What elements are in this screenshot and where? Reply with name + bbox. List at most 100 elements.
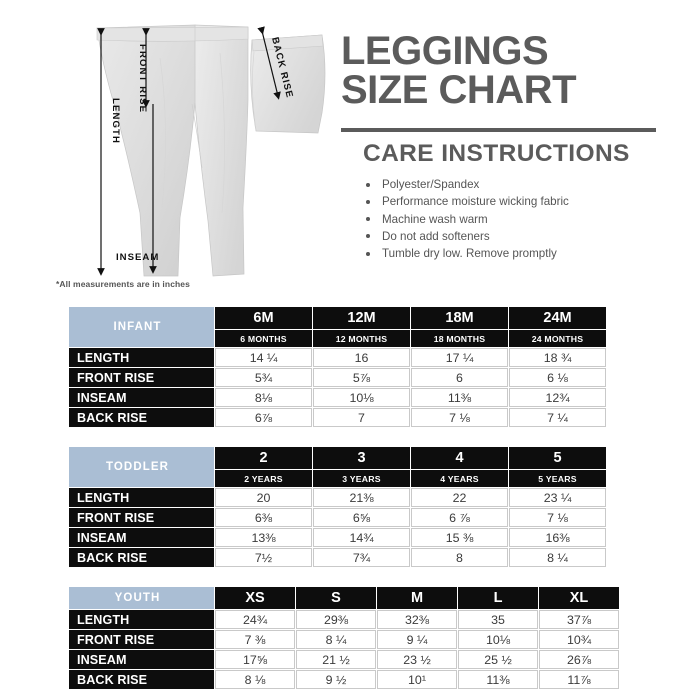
table-row: LENGTH 24¾ 29⅜ 32⅜ 35 37⅞ [69, 610, 619, 629]
measurement-cell: 9 ¼ [377, 630, 457, 649]
size-tables: INFANT 6M 12M 18M 24M 6 MONTHS 12 MONTHS 18 MON… [68, 306, 620, 690]
measurement-cell: 29⅜ [296, 610, 376, 629]
measurement-cell: 6 ⅛ [509, 368, 606, 387]
measurement-cell: 21⅜ [313, 488, 410, 507]
bullet-icon [366, 182, 370, 187]
measurement-cell: 14 ¼ [215, 348, 312, 367]
table-row: INSEAM 13⅜ 14¾ 15 ⅜ 16⅜ [69, 528, 606, 547]
inseam-label: INSEAM [116, 252, 159, 263]
size-subheader-cell: 6 MONTHS [215, 330, 312, 347]
measurement-cell: 6⅝ [313, 508, 410, 527]
measurement-cell: 10¾ [539, 630, 619, 649]
measurement-cell: 7¾ [313, 548, 410, 567]
size-header-cell: XL [539, 587, 619, 609]
care-instruction-item: Machine wash warm [364, 211, 664, 228]
row-label: BACK RISE [69, 548, 214, 567]
measurement-cell: 8⅛ [215, 388, 312, 407]
care-instruction-item: Performance moisture wicking fabric [364, 193, 664, 210]
measurement-cell: 18 ¾ [509, 348, 606, 367]
table-header-row: INFANT 6M 12M 18M 24M [69, 307, 606, 347]
care-instructions-title: CARE INSTRUCTIONS [363, 140, 630, 167]
table-row: LENGTH 14 ¼ 16 17 ¼ 18 ¾ [69, 348, 606, 367]
length-label: LENGTH [110, 98, 121, 144]
size-subheader-cell: 18 MONTHS [411, 330, 508, 347]
leggings-front-illustration [96, 24, 249, 277]
row-label: LENGTH [69, 348, 214, 367]
row-label: FRONT RISE [69, 630, 214, 649]
care-instruction-item: Do not add softeners [364, 228, 664, 245]
group-header-infant: INFANT [69, 307, 214, 347]
measurement-cell: 25 ½ [458, 650, 538, 669]
measurement-cell: 32⅜ [377, 610, 457, 629]
table-row: BACK RISE 7½ 7¾ 8 8 ¼ [69, 548, 606, 567]
table-spacer [68, 568, 620, 586]
size-header-cell: M [377, 587, 457, 609]
measurement-cell: 35 [458, 610, 538, 629]
measurement-cell: 7 [313, 408, 410, 427]
measurement-cell: 7 ⅜ [215, 630, 295, 649]
table-subheader-row: 2 YEARS 3 YEARS 4 YEARS 5 YEARS [69, 470, 606, 487]
leggings-diagram: LENGTH FRONT RISE INSEAM BACK RISE [40, 8, 350, 298]
care-instruction-text: Machine wash warm [382, 212, 488, 226]
size-header-cell: 18M [411, 307, 508, 329]
table-row: INSEAM 17⅝ 21 ½ 23 ½ 25 ½ 26⅞ [69, 650, 619, 669]
row-label: BACK RISE [69, 408, 214, 427]
table-row: INSEAM 8⅛ 10⅛ 11⅜ 12¾ [69, 388, 606, 407]
measurement-cell: 12¾ [509, 388, 606, 407]
front-rise-dimension: FRONT RISE [137, 28, 150, 113]
bullet-icon [366, 234, 370, 239]
row-label: LENGTH [69, 488, 214, 507]
measurement-cell: 16 [313, 348, 410, 367]
table-spacer [68, 428, 620, 446]
size-table-toddler: TODDLER 2 3 4 5 2 YEARS 3 YEARS 4 YEARS 5 YEARS L… [68, 446, 607, 568]
size-header-cell: S [296, 587, 376, 609]
size-header-cell: L [458, 587, 538, 609]
measurement-cell: 23 ½ [377, 650, 457, 669]
title-line-2: SIZE CHART [341, 68, 577, 113]
size-subheader-cell: 3 YEARS [313, 470, 410, 487]
size-subheader-cell: 24 MONTHS [509, 330, 606, 347]
measurement-cell: 6 [411, 368, 508, 387]
measurement-cell: 10⅛ [313, 388, 410, 407]
measurement-cell: 10¹ [377, 670, 457, 689]
size-header-cell: 6M [215, 307, 312, 329]
measurement-cell: 8 ¼ [509, 548, 606, 567]
measurement-cell: 5¾ [215, 368, 312, 387]
row-label: INSEAM [69, 650, 214, 669]
leggings-diagram-svg: LENGTH FRONT RISE INSEAM BACK RISE [96, 24, 326, 277]
size-subheader-cell: 4 YEARS [411, 470, 508, 487]
size-header-cell: 4 [411, 447, 508, 469]
top-section: LENGTH FRONT RISE INSEAM BACK RISE *All … [0, 0, 700, 298]
title-divider [341, 128, 656, 132]
measurement-cell: 6⅞ [215, 408, 312, 427]
inseam-dimension: INSEAM [116, 104, 159, 274]
size-header-cell: XS [215, 587, 295, 609]
care-instruction-text: Do not add softeners [382, 229, 490, 243]
size-header-cell: 12M [313, 307, 410, 329]
bullet-icon [366, 217, 370, 222]
row-label: FRONT RISE [69, 508, 214, 527]
measurement-cell: 15 ⅜ [411, 528, 508, 547]
size-header-cell: 5 [509, 447, 606, 469]
measurement-cell: 10⅛ [458, 630, 538, 649]
measurement-cell: 11⅜ [411, 388, 508, 407]
size-header-cell: 2 [215, 447, 312, 469]
care-instruction-text: Performance moisture wicking fabric [382, 195, 569, 209]
bullet-icon [366, 251, 370, 256]
care-instruction-text: Tumble dry low. Remove promptly [382, 247, 557, 261]
care-instruction-item: Polyester/Spandex [364, 176, 664, 193]
measurements-footnote: *All measurements are in inches [56, 279, 190, 289]
measurement-cell: 8 ⅛ [215, 670, 295, 689]
care-instruction-item: Tumble dry low. Remove promptly [364, 245, 664, 262]
title-line-1: LEGGINGS [341, 29, 549, 73]
measurement-cell: 22 [411, 488, 508, 507]
page-title: LEGGINGS SIZE CHART [341, 29, 661, 113]
row-label: INSEAM [69, 528, 214, 547]
measurement-cell: 9 ½ [296, 670, 376, 689]
measurement-cell: 5⅞ [313, 368, 410, 387]
measurement-cell: 16⅜ [509, 528, 606, 547]
front-rise-label: FRONT RISE [137, 44, 148, 113]
table-subheader-row: 6 MONTHS 12 MONTHS 18 MONTHS 24 MONTHS [69, 330, 606, 347]
table-row: LENGTH 20 21⅜ 22 23 ¼ [69, 488, 606, 507]
